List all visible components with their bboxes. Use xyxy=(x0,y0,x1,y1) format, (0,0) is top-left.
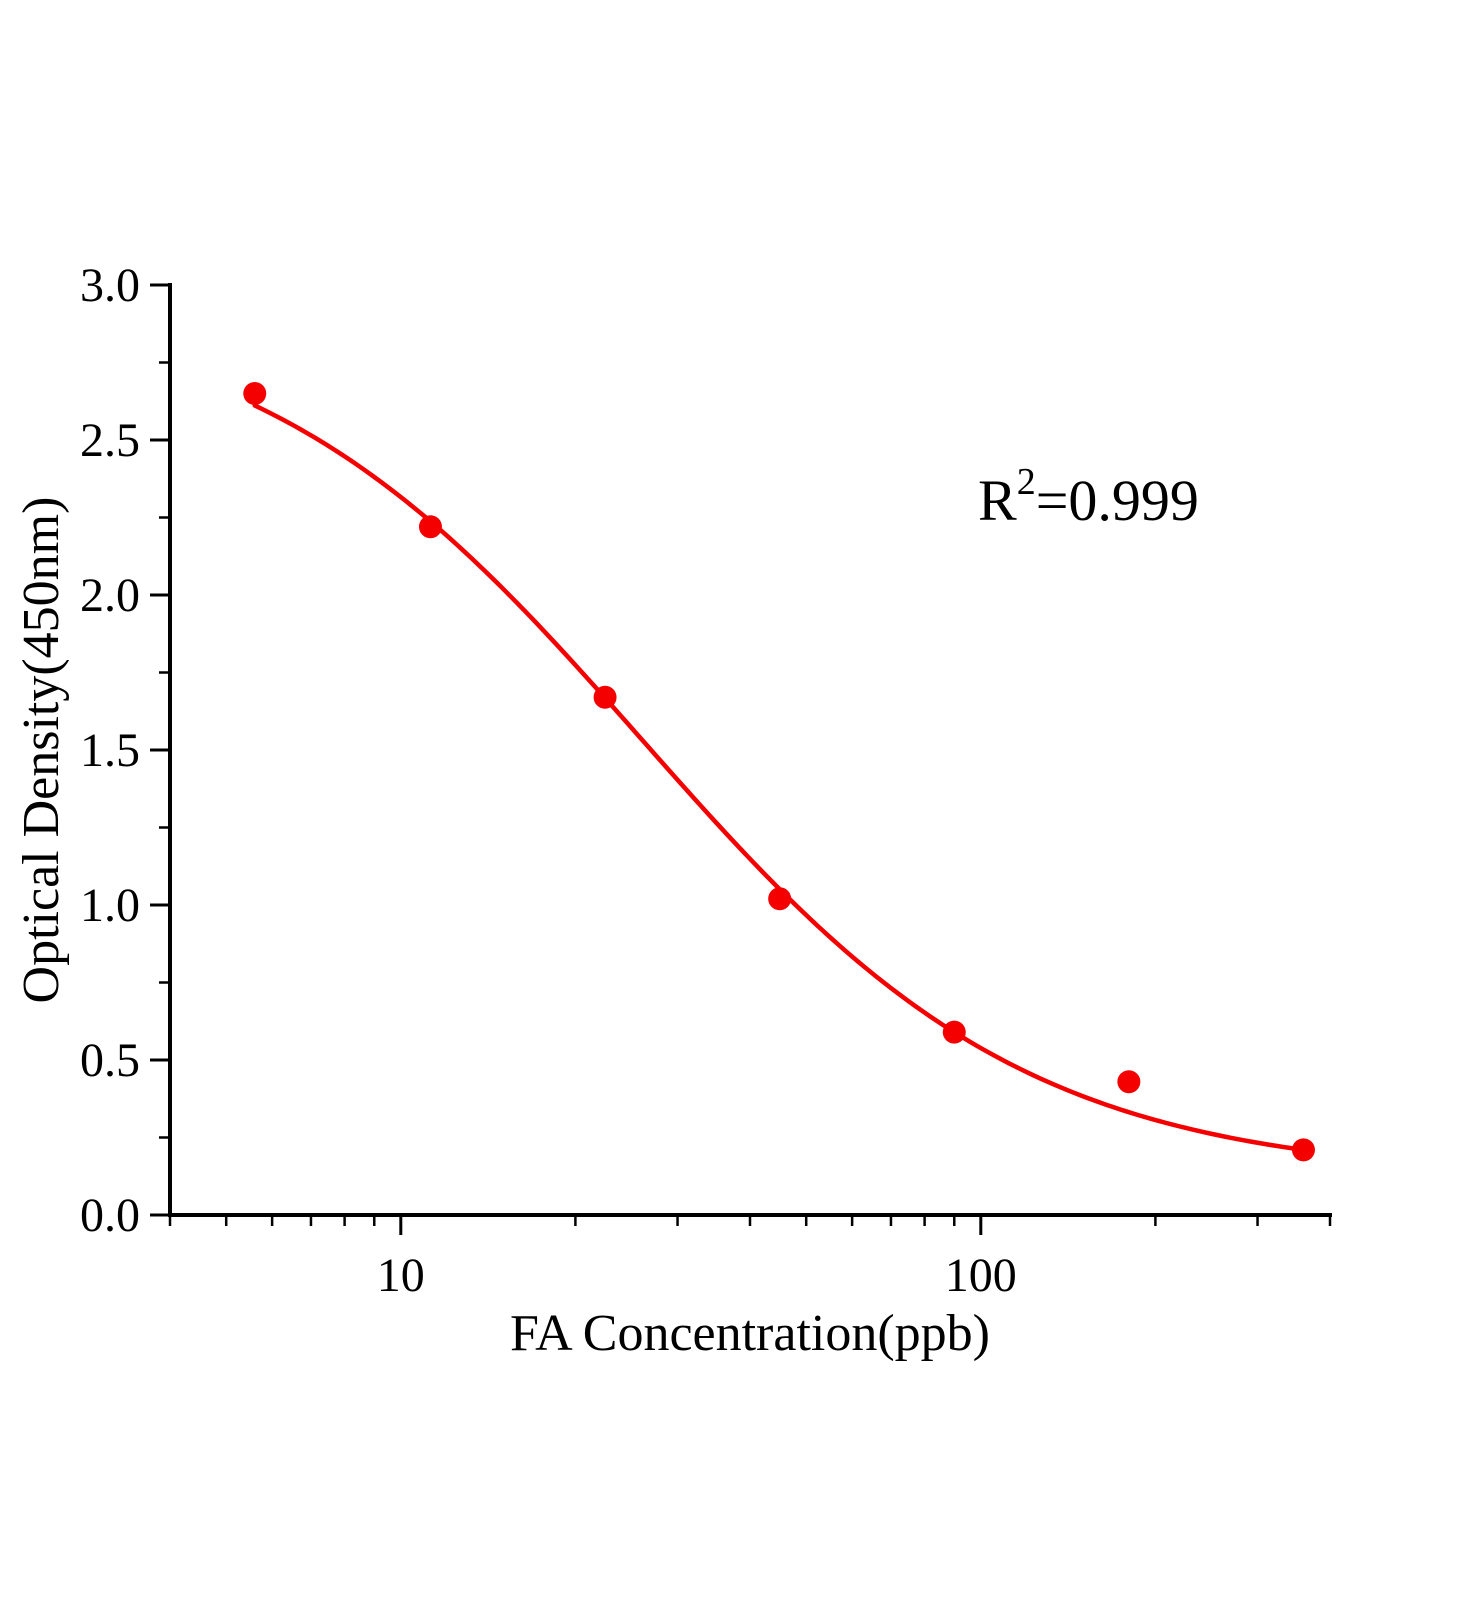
y-tick-label: 2.0 xyxy=(80,569,140,622)
y-tick-label: 0.0 xyxy=(80,1189,140,1242)
x-axis-title: FA Concentration(ppb) xyxy=(510,1305,990,1362)
data-point xyxy=(593,685,617,709)
y-tick-label: 2.5 xyxy=(80,414,140,467)
y-tick-label: 0.5 xyxy=(80,1034,140,1087)
data-point xyxy=(243,382,267,405)
data-point xyxy=(1291,1138,1315,1162)
y-axis-title: Optical Density(450nm) xyxy=(13,497,70,1004)
data-point xyxy=(1117,1070,1141,1094)
x-tick-label: 10 xyxy=(377,1249,425,1302)
y-tick-label: 1.0 xyxy=(80,879,140,932)
r-squared-annotation: R2=0.999 xyxy=(978,461,1199,533)
y-tick-label: 1.5 xyxy=(80,724,140,777)
x-tick-label: 100 xyxy=(945,1249,1017,1302)
data-point xyxy=(418,515,442,539)
y-tick-label: 3.0 xyxy=(80,259,140,312)
data-point xyxy=(768,887,792,911)
data-point xyxy=(942,1020,966,1044)
